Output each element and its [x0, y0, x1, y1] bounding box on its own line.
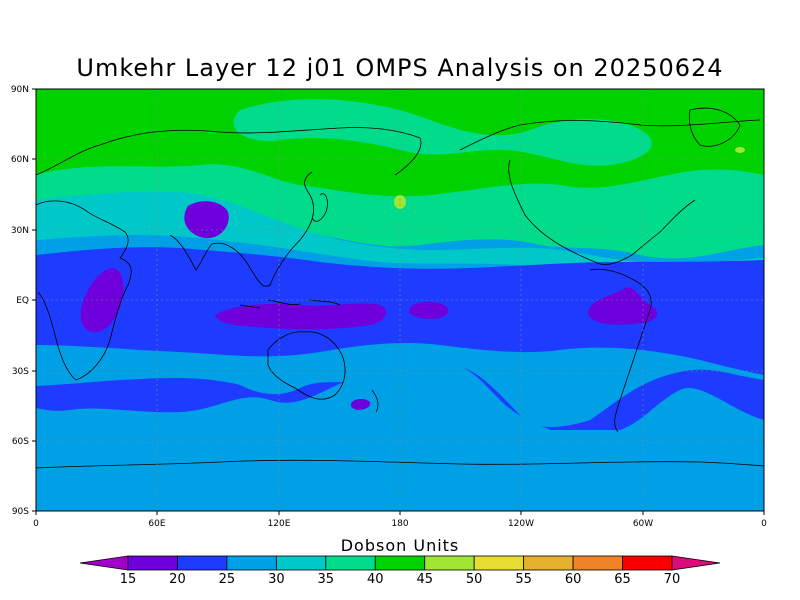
lat-label: 60S [12, 437, 29, 447]
colorbar-label: Dobson Units [340, 536, 460, 555]
colorbar-segment [473, 555, 525, 571]
minimum-tasman [350, 399, 371, 410]
lon-label: 0 [33, 519, 39, 529]
colorbar-tick-label: 55 [515, 572, 532, 587]
lat-label: 30N [11, 226, 29, 236]
colorbar-segment [177, 555, 228, 571]
colorbar-segment [622, 555, 673, 571]
colorbar-tick-label: 40 [367, 572, 384, 587]
colorbar-segment [226, 555, 277, 571]
lon-label: 60E [148, 519, 165, 529]
coastlines [36, 107, 764, 469]
lon-label: 180 [391, 519, 408, 529]
colorbar-tick-label: 35 [318, 572, 335, 587]
band-35-arctic [233, 99, 652, 166]
colorbar-tick-label: 15 [120, 572, 137, 587]
tick-marks [32, 88, 765, 515]
spot-45-canada [735, 147, 745, 153]
lat-label: 90S [12, 507, 29, 517]
colorbar-segment [325, 555, 376, 571]
minimum-india [184, 201, 229, 239]
spot-45-pacific [394, 195, 406, 209]
lat-label: EQ [16, 296, 29, 306]
colorbar-tick-label: 30 [268, 572, 285, 587]
colorbar-segment [671, 555, 721, 571]
colorbar-tick-label: 70 [664, 572, 681, 587]
colorbar-tick-label: 50 [466, 572, 483, 587]
colorbar-segment [79, 555, 129, 571]
lon-labels: 0 60E 120E 180 120W 60W 0 [33, 519, 767, 529]
colorbar-tick-label: 60 [565, 572, 582, 587]
colorbar-segment [374, 555, 426, 571]
lat-label: 90N [11, 85, 29, 95]
lon-label: 120W [508, 519, 534, 529]
band-35-mid-north [36, 164, 764, 259]
minimum-maritime [215, 303, 387, 330]
lon-label: 120E [268, 519, 291, 529]
colorbar-tick-label: 20 [169, 572, 186, 587]
lon-label: 0 [761, 519, 767, 529]
band-30-south-1 [36, 342, 764, 427]
colorbar-segment [572, 555, 623, 571]
colorbar-tick-label: 25 [219, 572, 236, 587]
lat-label: 60N [11, 155, 29, 165]
colorbar-tick-label: 65 [614, 572, 631, 587]
colorbar: 15 20 25 30 35 40 45 50 55 60 65 70 [79, 555, 721, 587]
map-title: Umkehr Layer 12 j01 OMPS Analysis on 202… [76, 54, 724, 82]
colorbar-segment [523, 555, 574, 571]
colorbar-tick-label: 45 [416, 572, 433, 587]
colorbar-segment [275, 555, 327, 571]
minimum-pacific [409, 301, 449, 320]
colorbar-segment [424, 555, 475, 571]
lat-labels: 90N 60N 30N EQ 30S 60S 90S [11, 85, 29, 517]
lat-label: 30S [12, 367, 29, 377]
colorbar-segment [127, 555, 178, 571]
minimum-south-america [588, 287, 658, 325]
lon-label: 60W [633, 519, 653, 529]
graticule [36, 89, 764, 511]
